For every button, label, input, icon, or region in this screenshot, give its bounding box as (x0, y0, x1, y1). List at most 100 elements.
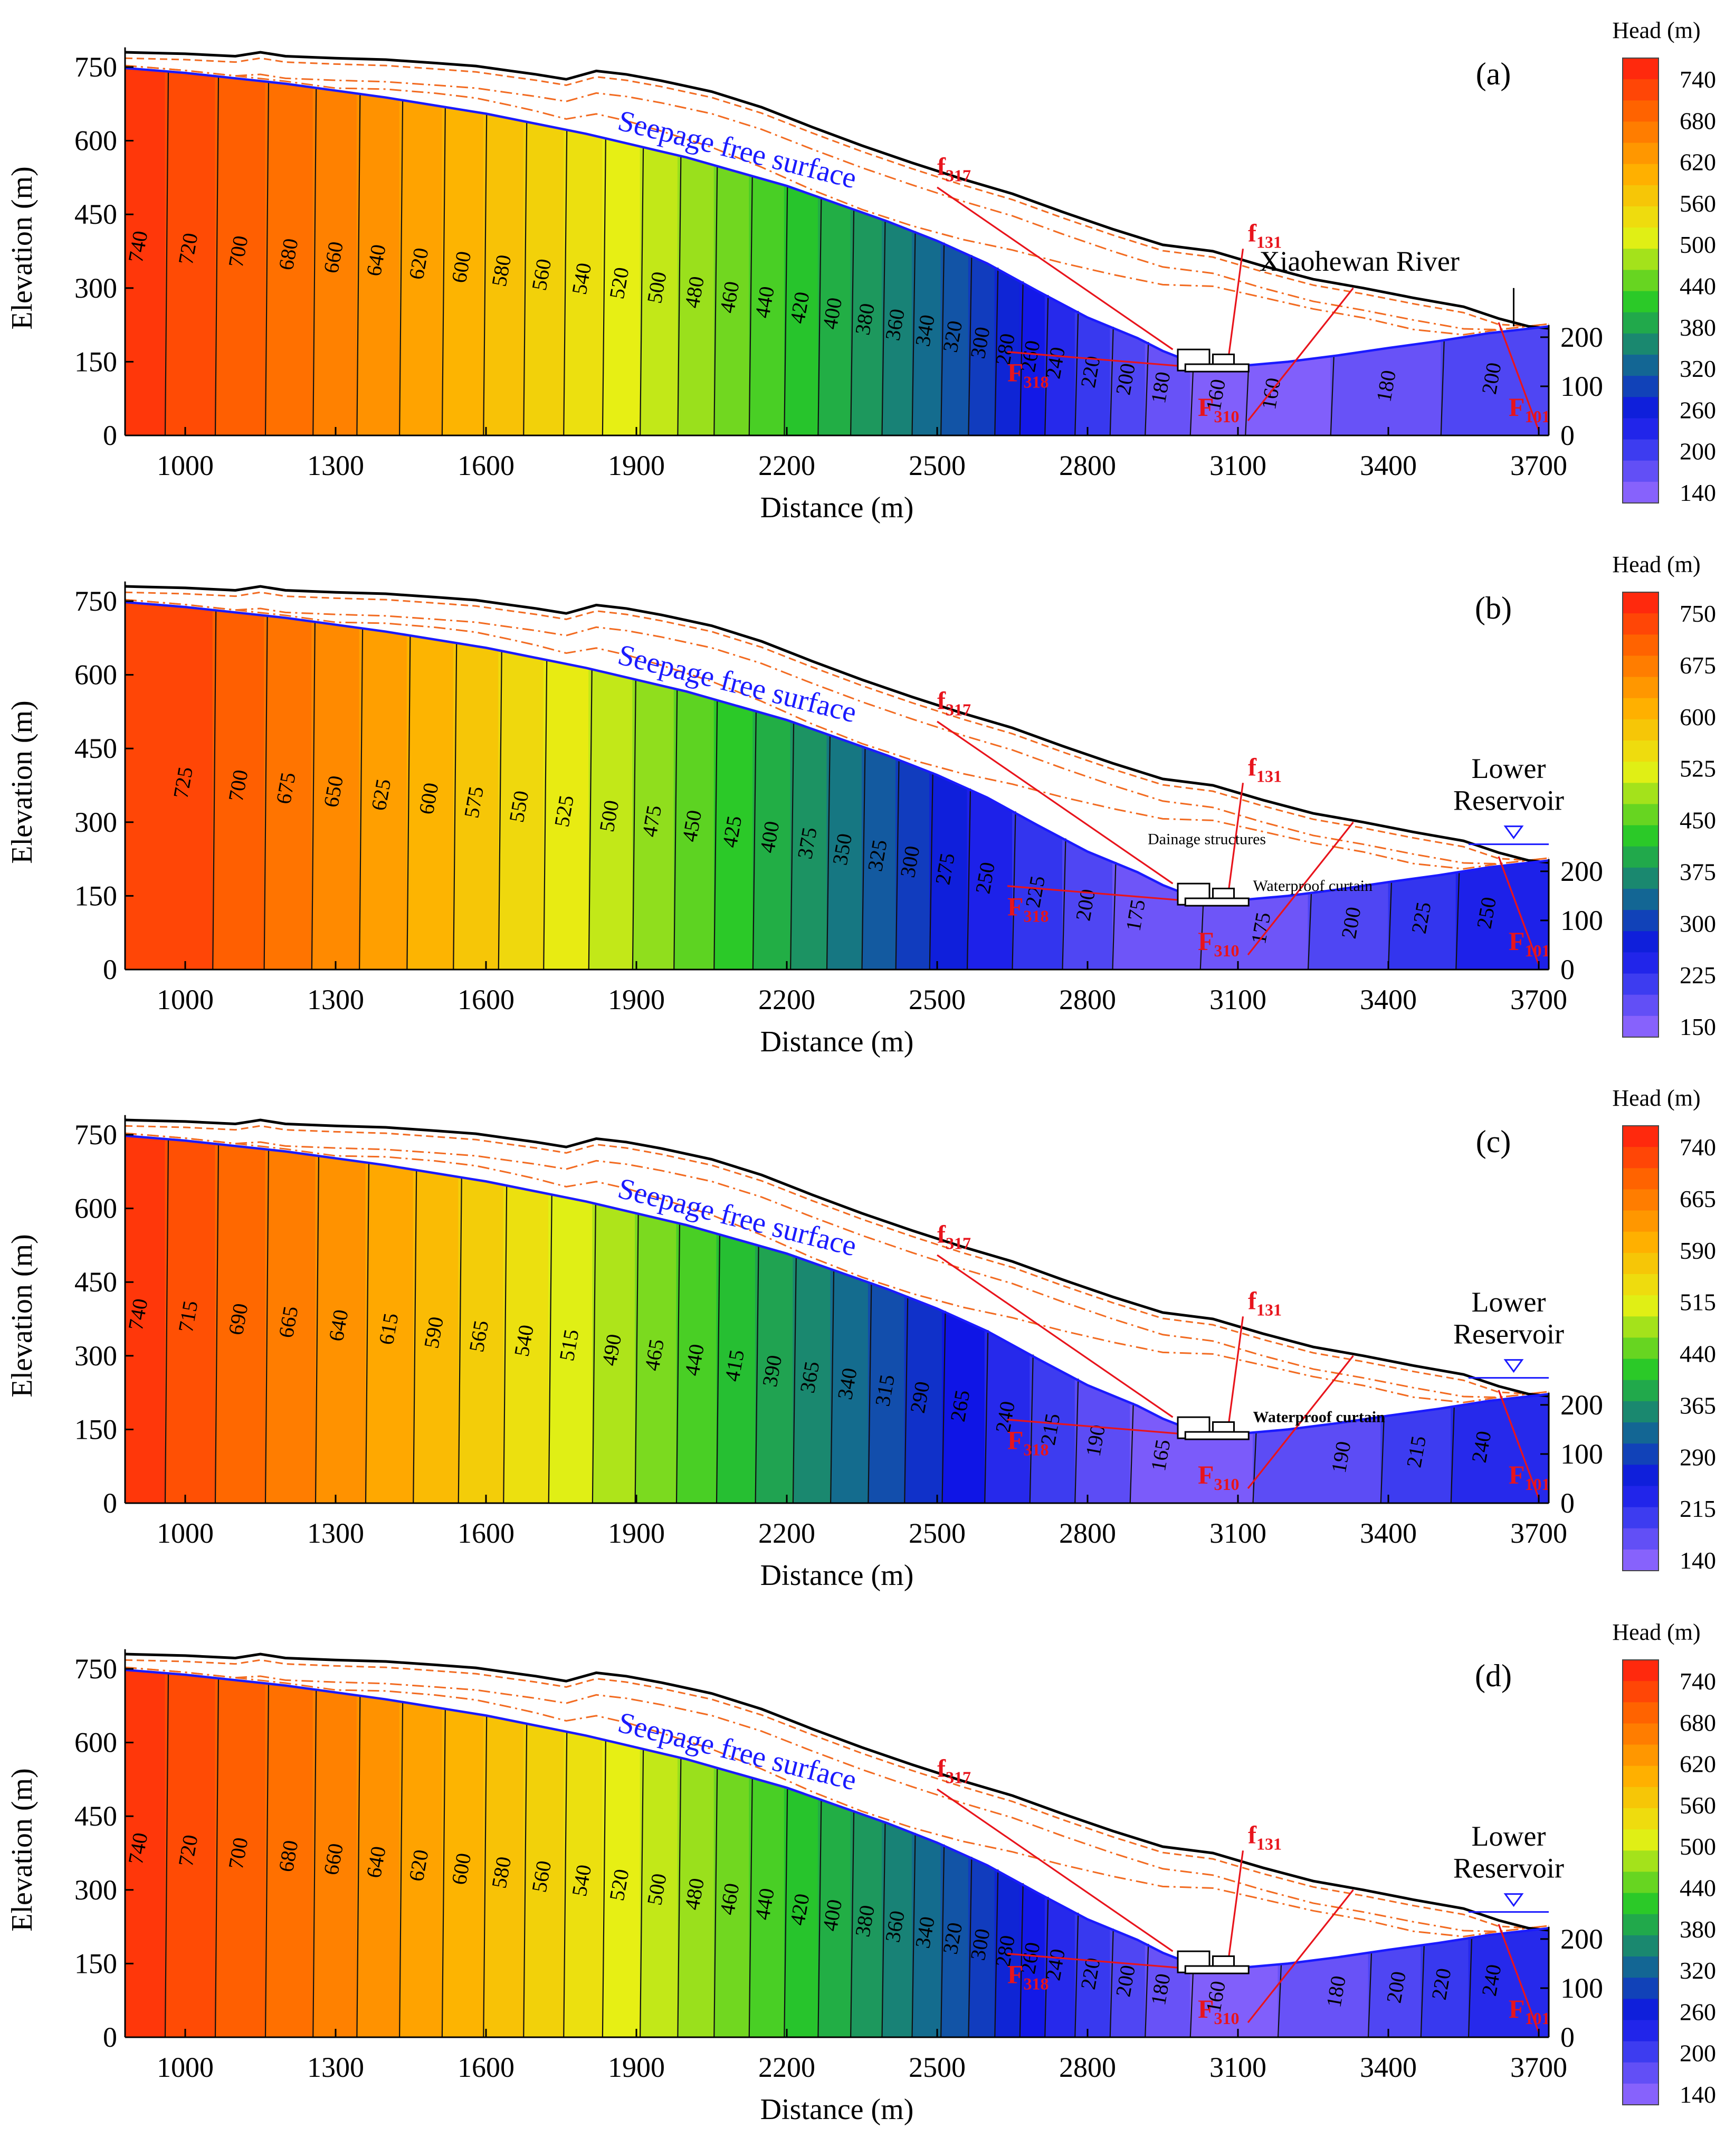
colorbar: Head (m) 740 665 590 515 440 365 290 215 140 (1612, 1085, 1716, 1574)
contour-line (1189, 361, 1194, 436)
right-tick-label: 0 (1560, 954, 1575, 985)
colorbar: Head (m) 740 680 620 560 500 440 380 320 260 200 14… (1612, 1619, 1716, 2108)
colorbar-tick-label: 225 (1680, 962, 1716, 989)
contour-line (984, 1330, 989, 1504)
contour-line (441, 106, 446, 436)
contour-label: 315 (870, 1373, 899, 1408)
contour-line (752, 710, 757, 970)
powerhouse-structure (1177, 882, 1250, 907)
contour-line (399, 99, 404, 436)
contour-line (1367, 1952, 1373, 2038)
contour-label: 640 (361, 1845, 390, 1880)
powerhouse-structure (1177, 1950, 1250, 1974)
contour-line (881, 219, 886, 436)
x-axis-title: Distance (m) (760, 2093, 914, 2126)
contour-label: 320 (938, 319, 967, 354)
contour-line (716, 1233, 721, 1504)
colorbar-segment (1623, 1126, 1659, 1147)
contour-label: 460 (715, 1882, 744, 1917)
contour-line (548, 1194, 552, 1504)
contour-line (748, 175, 753, 436)
contour-line (588, 668, 593, 970)
contour-label: 225 (1021, 874, 1050, 909)
panel-1: 740 720 700 680 660 640 620 600 580 560 540 520 500 4… (6, 17, 1716, 524)
colorbar-tick-label: 680 (1680, 1709, 1716, 1736)
right-tick-label: 0 (1560, 420, 1575, 451)
structure-label: Waterproof curtain (1253, 877, 1373, 895)
contour-label: 440 (750, 1886, 779, 1922)
contour-line (830, 1269, 835, 1504)
contour-label: 250 (1472, 895, 1501, 930)
colorbar-segment (1623, 1486, 1659, 1508)
contour-line (1062, 838, 1066, 970)
contour-line (784, 1787, 788, 2038)
powerhouse-structure (1177, 348, 1250, 373)
reservoir-label-line2: Reservoir (1453, 1853, 1564, 1884)
right-tick-label: 200 (1560, 1923, 1603, 1955)
colorbar-tick-label: 215 (1680, 1495, 1716, 1522)
contour-line (940, 1844, 945, 2038)
colorbar-segment (1623, 867, 1659, 889)
colorbar-segment (1623, 206, 1659, 228)
colorbar-tick-label: 440 (1680, 1875, 1716, 1902)
colorbar-segment (1623, 783, 1659, 805)
contour-line (311, 621, 316, 970)
x-tick-label: 1900 (608, 1517, 665, 1549)
y-tick-label: 450 (74, 733, 117, 764)
contour-label: 250 (970, 860, 999, 896)
contour-label: 700 (224, 768, 253, 803)
x-tick-label: 1600 (458, 450, 514, 481)
fault-label: f317 (937, 1221, 971, 1253)
colorbar-segment (1623, 1015, 1659, 1038)
contour-line (498, 650, 502, 970)
x-tick-label: 3100 (1209, 1517, 1266, 1549)
x-tick-label: 3700 (1510, 1517, 1567, 1549)
head-field: 725 700 675 650 625 600 575 550 525 500 475 450 425 4… (125, 602, 1549, 970)
fault-trace (1498, 856, 1540, 965)
colorbar-segment (1623, 397, 1659, 419)
contour-label: 400 (755, 819, 784, 854)
contour-label: 180 (1146, 1972, 1175, 2007)
contour-line (263, 615, 268, 970)
y-tick-label: 0 (103, 2021, 117, 2053)
contour-line (523, 121, 528, 436)
colorbar-tick-label: 440 (1680, 1341, 1716, 1367)
contour-label: 320 (938, 1921, 967, 1956)
structure-label: Waterproof curtain (1253, 1408, 1386, 1426)
contour-line (1012, 811, 1016, 970)
y-tick-label: 450 (74, 1800, 117, 1832)
contour-label: 525 (549, 793, 578, 829)
contour-line (713, 1767, 718, 2038)
contour-line (543, 659, 548, 970)
colorbar: Head (m) 740 680 620 560 500 440 380 320 260 200 14… (1612, 17, 1716, 506)
stratum-boundary (125, 1666, 1549, 1937)
contour-line (1109, 327, 1114, 436)
contour-line (1330, 356, 1335, 436)
colorbar-segment (1623, 143, 1659, 165)
right-tick-label: 0 (1560, 2021, 1575, 2053)
contour-label: 390 (758, 1353, 787, 1389)
y-tick-label: 450 (74, 1266, 117, 1298)
colorbar-tick-label: 450 (1680, 807, 1716, 834)
contour-label: 280 (990, 1933, 1019, 1969)
colorbar-segment (1623, 1401, 1659, 1423)
colorbar-segment (1623, 1168, 1659, 1190)
colorbar-tick-label: 260 (1680, 396, 1716, 423)
y-tick-label: 600 (74, 1727, 117, 1759)
contour-label: 660 (319, 240, 348, 275)
contour-line (640, 1748, 644, 2038)
contour-line (713, 699, 718, 970)
contour-label: 540 (567, 261, 596, 297)
contour-label: 700 (224, 234, 253, 269)
colorbar-title: Head (m) (1612, 1619, 1700, 1645)
contour-label: 650 (319, 774, 348, 809)
contour-line (359, 628, 364, 970)
contour-line (441, 1708, 446, 2038)
x-tick-label: 3700 (1510, 984, 1567, 1015)
right-tick-label: 100 (1560, 905, 1603, 936)
contour-line (755, 1245, 759, 1504)
colorbar-segment (1623, 439, 1659, 461)
contour-label: 675 (271, 771, 300, 806)
contour-label: 275 (930, 851, 959, 887)
